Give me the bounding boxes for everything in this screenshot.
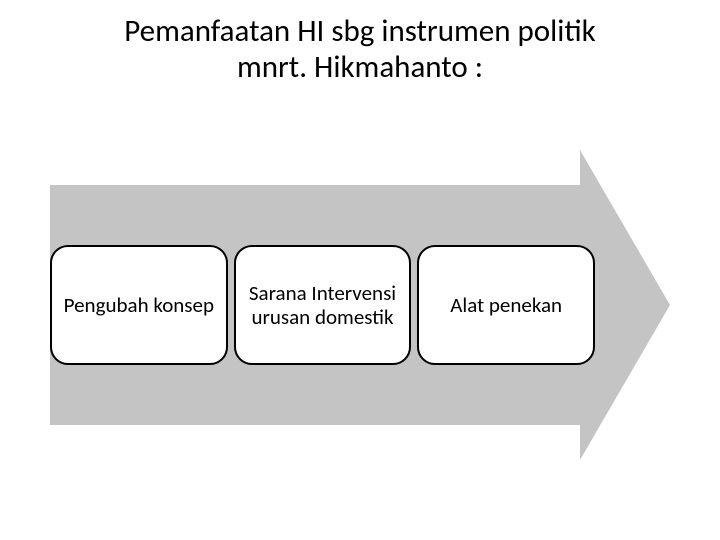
title-line-1: Pemanfaatan HI sbg instrumen politik [124, 12, 595, 50]
arrow-diagram: Pengubah konsep Sarana Intervensi urusan… [50, 150, 670, 460]
box-1-label: Pengubah konsep [64, 293, 214, 317]
box-2: Sarana Intervensi urusan domestik [234, 245, 412, 365]
box-2-label: Sarana Intervensi urusan domestik [242, 281, 404, 329]
box-1: Pengubah konsep [50, 245, 228, 365]
page-title: Pemanfaatan HI sbg instrumen politik mnr… [0, 14, 720, 85]
box-3: Alat penekan [417, 245, 595, 365]
box-3-label: Alat penekan [450, 293, 562, 317]
title-line-2: mnrt. Hikmahanto : [237, 48, 483, 86]
box-row: Pengubah konsep Sarana Intervensi urusan… [50, 245, 595, 365]
